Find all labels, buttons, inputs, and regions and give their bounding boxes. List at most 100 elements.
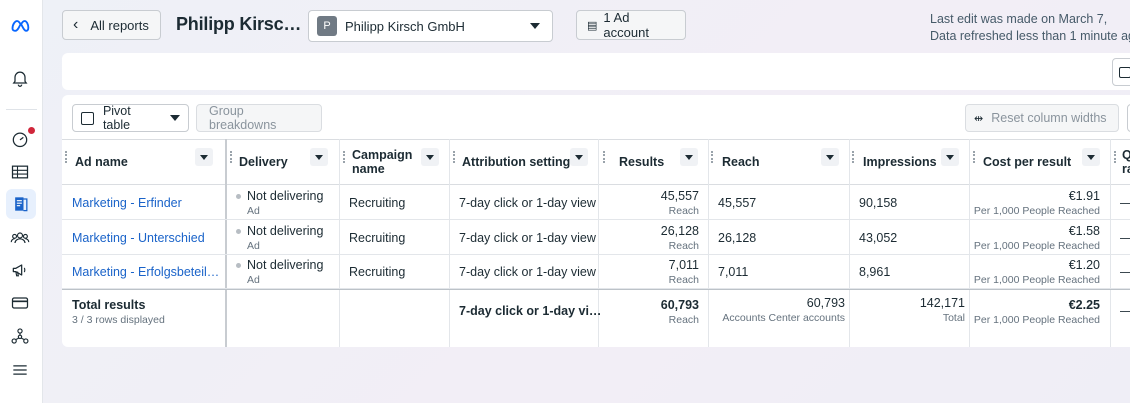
more-toolbar-button[interactable] [1127, 104, 1130, 132]
notifications-icon[interactable] [8, 66, 32, 90]
last-edit-text: Last edit was made on March 7, [930, 12, 1108, 26]
cost-sub: Per 1,000 People Reached [973, 274, 1100, 286]
reach-value: 26,128 [718, 231, 757, 245]
layout-grid-button[interactable] [1112, 58, 1130, 86]
col-attribution[interactable]: Attribution setting [462, 139, 570, 185]
pivot-icon [81, 111, 94, 125]
alert-dot [27, 126, 36, 135]
column-divider [449, 139, 450, 347]
results-value: 7,011 Reach [622, 258, 699, 287]
delivery-status: Not delivering Ad [236, 224, 323, 253]
col-reach-label: Reach [722, 155, 760, 169]
reports-icon[interactable] [6, 189, 36, 219]
col-results-label: Results [619, 155, 665, 169]
delivery-text: Not delivering [247, 258, 324, 272]
totals-impressions-sub: Total [942, 312, 965, 324]
ad-name-link[interactable]: Marketing - Unterschied [72, 231, 205, 245]
col-impressions[interactable]: Impressions [863, 139, 937, 185]
totals-reach-number: 60,793 [806, 296, 845, 310]
cost-per-result-value: €1.20 Per 1,000 People Reached [972, 258, 1100, 287]
col-results[interactable]: Results [619, 139, 664, 185]
chevron-down-icon[interactable] [1082, 148, 1100, 166]
delivery-text: Not delivering [247, 224, 324, 238]
results-number: 45,557 [660, 189, 699, 203]
table-icon[interactable] [8, 160, 32, 184]
col-quality-ranking[interactable]: Qra [1122, 139, 1130, 185]
chevron-down-icon[interactable] [821, 148, 839, 166]
delivery-status: Not delivering Ad [236, 258, 323, 287]
totals-cost-number: €2.25 [1068, 298, 1100, 312]
left-nav-rail [0, 0, 43, 403]
account-select[interactable]: P Philipp Kirsch GmbH [308, 10, 553, 42]
chevron-down-icon [170, 115, 180, 121]
group-breakdowns-button[interactable]: Group breakdowns [196, 104, 322, 132]
totals-cost: €2.25 Per 1,000 People Reached [972, 298, 1100, 327]
column-divider [339, 139, 340, 347]
meta-logo-icon[interactable] [8, 14, 32, 38]
ad-name-link[interactable]: Marketing - Erfinder [72, 196, 182, 210]
drag-handle-icon[interactable] [230, 151, 232, 163]
totals-label: Total results [72, 298, 146, 312]
col-cost-per-result[interactable]: Cost per result [983, 139, 1071, 185]
menu-icon[interactable] [8, 358, 32, 382]
table-row[interactable]: Marketing - Erfinder Not delivering Ad R… [62, 185, 1130, 220]
audiences-icon[interactable] [8, 226, 32, 250]
drag-handle-icon[interactable] [603, 151, 605, 163]
attribution-setting: 7-day click or 1-day view [459, 265, 596, 279]
billing-icon[interactable] [8, 291, 32, 315]
col-q-label: Q [1122, 148, 1130, 162]
table-row[interactable]: Marketing - Unterschied Not delivering A… [62, 220, 1130, 255]
status-dot [236, 263, 241, 269]
ad-accounts-icon: ▤ [587, 19, 598, 32]
filter-bar[interactable] [62, 53, 1130, 90]
integrations-icon[interactable] [8, 324, 32, 348]
drag-handle-icon[interactable] [343, 151, 345, 163]
campaigns-icon[interactable] [8, 258, 32, 282]
chevron-down-icon[interactable] [421, 148, 439, 166]
ad-accounts-button[interactable]: ▤ 1 Ad account [576, 10, 686, 40]
pivot-label: Pivot table [102, 104, 131, 132]
col-ad-name-label: Ad name [75, 155, 128, 169]
table-row[interactable]: Marketing - Erfolgsbeteil… Not deliverin… [62, 254, 1130, 289]
report-title[interactable]: Philipp Kirsc… [176, 14, 302, 34]
col-attribution-label: Attribution setting [462, 155, 571, 169]
col-delivery[interactable]: Delivery [239, 139, 288, 185]
results-sub: Reach [668, 240, 699, 252]
dashboard-icon[interactable] [8, 127, 32, 151]
cost-number: €1.58 [1068, 224, 1100, 238]
refreshed-text: Data refreshed less than 1 minute ago [930, 29, 1130, 43]
ad-accounts-label: 1 Ad account [603, 10, 649, 40]
column-divider [969, 139, 970, 347]
column-divider [708, 139, 709, 347]
col-delivery-label: Delivery [239, 155, 288, 169]
ad-name-link[interactable]: Marketing - Erfolgsbeteil… [72, 265, 220, 279]
chevron-down-icon[interactable] [941, 148, 959, 166]
drag-handle-icon[interactable] [711, 151, 713, 163]
frozen-column-divider [225, 139, 227, 347]
chevron-down-icon[interactable] [310, 148, 328, 166]
drag-handle-icon[interactable] [973, 151, 975, 163]
account-badge: P [317, 16, 337, 36]
drag-handle-icon[interactable] [852, 151, 854, 163]
chevron-down-icon[interactable] [680, 148, 698, 166]
totals-label-block: Total results 3 / 3 rows displayed [72, 298, 165, 327]
drag-handle-icon[interactable] [453, 151, 455, 163]
chevron-down-icon[interactable] [570, 148, 588, 166]
column-divider [598, 139, 599, 347]
col-campaign-name[interactable]: Campaign name [352, 139, 412, 185]
reset-column-widths-button[interactable]: ⇹ Reset column widths [965, 104, 1119, 132]
refresh-info: Last edit was made on March 7, Data refr… [930, 11, 1130, 45]
all-reports-button[interactable]: ‹ All reports [62, 10, 161, 40]
delivery-sub: Ad [247, 205, 260, 217]
impressions-value: 43,052 [859, 231, 898, 245]
pivot-table-dropdown[interactable]: Pivot table [72, 104, 189, 132]
drag-handle-icon[interactable] [65, 151, 67, 163]
col-reach[interactable]: Reach [722, 139, 760, 185]
drag-handle-icon[interactable] [1114, 151, 1116, 163]
chevron-down-icon[interactable] [195, 148, 213, 166]
totals-reach-sub: Accounts Center accounts [722, 312, 845, 324]
col-ad-name[interactable]: Ad name [75, 139, 128, 185]
nav-divider [6, 109, 37, 110]
report-table-card [62, 95, 1130, 347]
totals-cost-sub: Per 1,000 People Reached [973, 314, 1100, 326]
